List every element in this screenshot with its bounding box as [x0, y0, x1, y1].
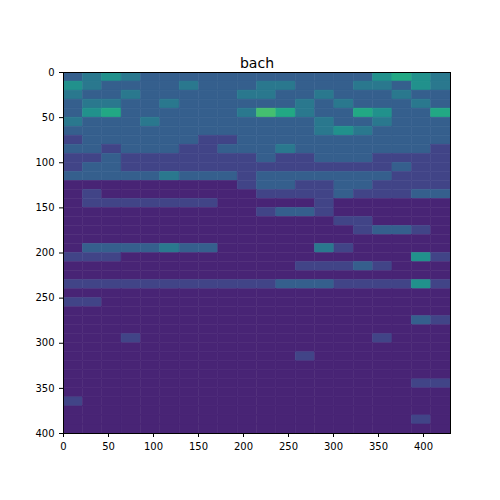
svg-text:50: 50	[102, 441, 115, 452]
svg-text:200: 200	[35, 247, 54, 258]
svg-text:250: 250	[279, 441, 298, 452]
svg-text:100: 100	[35, 157, 54, 168]
svg-text:400: 400	[414, 441, 433, 452]
svg-text:0: 0	[60, 441, 66, 452]
svg-text:0: 0	[48, 67, 54, 78]
svg-text:bach: bach	[240, 55, 274, 71]
svg-text:100: 100	[144, 441, 163, 452]
svg-text:50: 50	[42, 112, 55, 123]
svg-text:350: 350	[369, 441, 388, 452]
svg-text:300: 300	[35, 337, 54, 348]
svg-text:250: 250	[35, 292, 54, 303]
svg-text:200: 200	[234, 441, 253, 452]
svg-text:150: 150	[35, 202, 54, 213]
svg-text:300: 300	[324, 441, 343, 452]
svg-text:350: 350	[35, 383, 54, 394]
svg-text:400: 400	[35, 428, 54, 439]
svg-text:150: 150	[189, 441, 208, 452]
